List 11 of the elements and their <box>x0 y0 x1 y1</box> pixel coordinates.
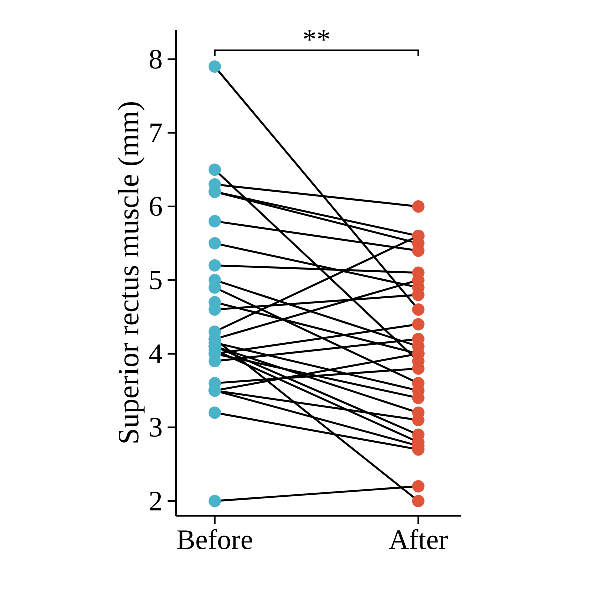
y-tick-label: 4 <box>149 344 162 364</box>
x-tick-label: Before <box>178 529 252 550</box>
y-tick-label: 8 <box>150 50 162 69</box>
y-tick-label: 6 <box>150 197 162 216</box>
y-tick-label: 2 <box>150 492 162 511</box>
annotation: ** <box>304 30 330 41</box>
y-tick-label: 7 <box>150 124 162 142</box>
y-tick-label: 3 <box>150 418 162 438</box>
x-tick-label: After <box>389 529 448 550</box>
y-tick-label: 5 <box>150 271 162 290</box>
y-axis-title: Superior rectus muscle (mm) <box>118 102 145 443</box>
